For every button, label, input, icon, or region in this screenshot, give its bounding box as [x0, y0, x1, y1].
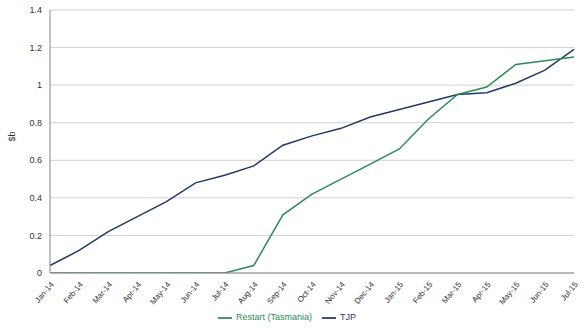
html-text:TJP: TJP — [340, 312, 356, 323]
svg-text:Nov-14: Nov-14 — [324, 280, 348, 306]
svg-text:Apr-15: Apr-15 — [470, 280, 493, 305]
svg-text:0.4: 0.4 — [29, 193, 42, 203]
svg-text:Mar-14: Mar-14 — [91, 280, 115, 306]
svg-text:0.8: 0.8 — [29, 118, 42, 128]
html-text:Restart (Tasmania): Restart (Tasmania) — [236, 312, 312, 323]
svg-text:Jan-15: Jan-15 — [383, 280, 406, 305]
svg-text:$b: $b — [8, 131, 17, 141]
svg-text:1: 1 — [37, 80, 42, 90]
svg-text:0.6: 0.6 — [29, 155, 42, 165]
svg-text:Feb-14: Feb-14 — [62, 280, 86, 306]
svg-text:May-14: May-14 — [148, 280, 172, 307]
svg-text:Jan-14: Jan-14 — [33, 280, 56, 305]
svg-text:Aug-14: Aug-14 — [236, 280, 260, 306]
svg-text:Jun-15: Jun-15 — [528, 280, 551, 305]
svg-text:Jul-15: Jul-15 — [559, 280, 576, 303]
svg-text:Dec-14: Dec-14 — [353, 280, 377, 306]
svg-text:Oct-14: Oct-14 — [296, 280, 319, 305]
svg-text:May-15: May-15 — [498, 280, 522, 307]
svg-text:0.2: 0.2 — [29, 231, 42, 241]
svg-text:Mar-15: Mar-15 — [440, 280, 464, 306]
svg-text:0: 0 — [37, 268, 42, 278]
svg-text:Apr-14: Apr-14 — [121, 280, 144, 305]
svg-text:Sep-14: Sep-14 — [265, 280, 289, 306]
svg-text:1.4: 1.4 — [29, 5, 42, 15]
svg-text:Feb-15: Feb-15 — [411, 280, 435, 306]
svg-text:1.2: 1.2 — [29, 43, 42, 53]
svg-text:Jun-14: Jun-14 — [179, 280, 202, 305]
svg-text:Jul-14: Jul-14 — [210, 280, 231, 303]
